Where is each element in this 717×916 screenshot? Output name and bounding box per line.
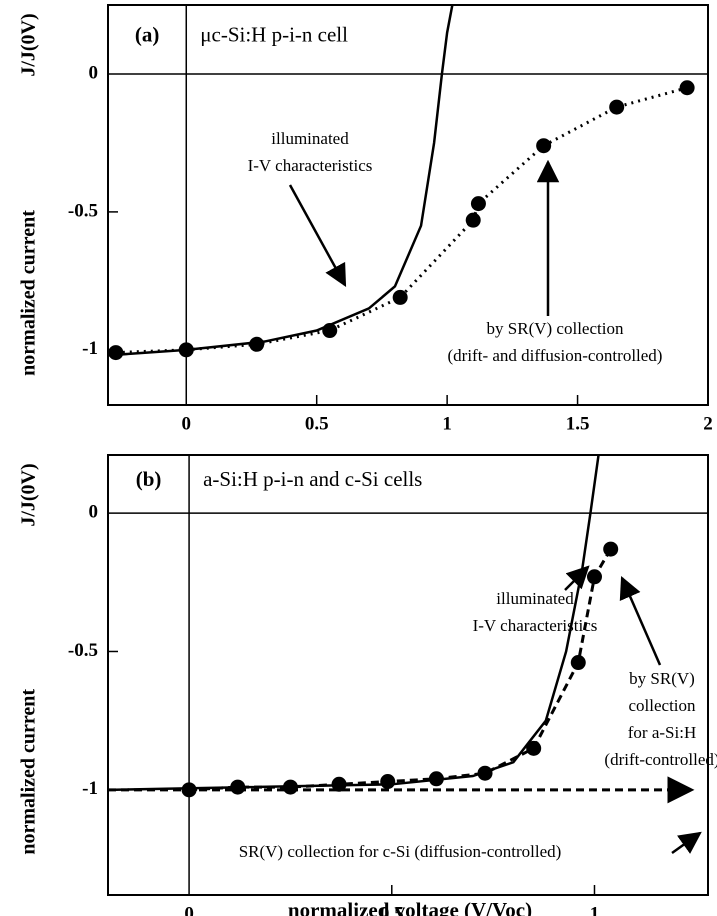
- data-point: [282, 779, 298, 795]
- panel-title: μc-Si:H p-i-n cell: [200, 22, 348, 46]
- plot-area: [108, 5, 695, 361]
- data-point: [322, 323, 338, 339]
- data-point: [603, 541, 619, 557]
- data-point: [465, 212, 481, 228]
- annotation: for a-Si:H: [628, 723, 696, 742]
- data-point: [178, 342, 194, 358]
- annotation: SR(V) collection for c-Si (diffusion-con…: [239, 842, 562, 861]
- data-point: [230, 779, 246, 795]
- data-point: [428, 771, 444, 787]
- x-tick-label: 1.5: [566, 413, 590, 434]
- annotation: illuminated: [496, 589, 574, 608]
- series-line: [188, 548, 612, 792]
- data-point: [526, 740, 542, 756]
- y-axis-label: normalized current: [18, 210, 40, 376]
- annotation: (drift- and diffusion-controlled): [448, 346, 663, 365]
- plot-area: [108, 455, 695, 804]
- annotation: I-V characteristics: [473, 616, 598, 635]
- data-point: [536, 138, 552, 154]
- panel-label: (a): [135, 22, 160, 46]
- annotation: (drift-controlled): [604, 750, 717, 769]
- y-tick-label: -1: [82, 338, 98, 359]
- y-tick-label: 0: [89, 501, 99, 522]
- data-point: [108, 345, 124, 361]
- data-point: [586, 569, 602, 585]
- x-tick-label: 0.5: [380, 903, 404, 916]
- data-point: [249, 336, 265, 352]
- x-tick-label: 0.5: [305, 413, 329, 434]
- x-tick-label: 0: [182, 413, 192, 434]
- data-point: [570, 655, 586, 671]
- series-line: [108, 5, 454, 357]
- series-line: [115, 86, 688, 355]
- data-point: [380, 774, 396, 790]
- y-tick-label: -1: [82, 778, 98, 799]
- annotation: I-V characteristics: [248, 156, 373, 175]
- plot-frame: [107, 454, 709, 896]
- panel-label: (b): [136, 467, 162, 491]
- annotation: by SR(V): [629, 669, 695, 688]
- data-point: [679, 80, 695, 96]
- y-axis-label: J/J(0V): [18, 13, 40, 76]
- y-tick-label: -0.5: [68, 640, 98, 661]
- series-line: [108, 455, 600, 792]
- panel-title: a-Si:H p-i-n and c-Si cells: [203, 467, 422, 491]
- x-tick-label: 0: [184, 903, 194, 916]
- y-tick-label: 0: [89, 62, 99, 83]
- annotation: illuminated: [271, 129, 349, 148]
- x-axis-label: normalized voltage (V/Voc): [288, 898, 532, 916]
- x-tick-label: 2: [703, 413, 713, 434]
- data-point: [470, 196, 486, 212]
- x-tick-label: 1: [590, 903, 600, 916]
- annotation-arrow: [288, 184, 347, 287]
- y-axis-label: normalized current: [18, 689, 40, 855]
- data-point: [331, 776, 347, 792]
- x-tick-label: 1: [442, 413, 452, 434]
- annotation-arrow: [564, 565, 590, 591]
- annotation: collection: [628, 696, 696, 715]
- data-point: [392, 289, 408, 305]
- annotation: by SR(V) collection: [487, 319, 624, 338]
- data-point: [609, 99, 625, 115]
- annotation-arrow: [619, 575, 662, 666]
- y-tick-label: -0.5: [68, 200, 98, 221]
- plot-frame: [107, 4, 709, 406]
- data-point: [477, 765, 493, 781]
- annotation-arrow: [671, 831, 702, 855]
- y-axis-label: J/J(0V): [18, 463, 40, 526]
